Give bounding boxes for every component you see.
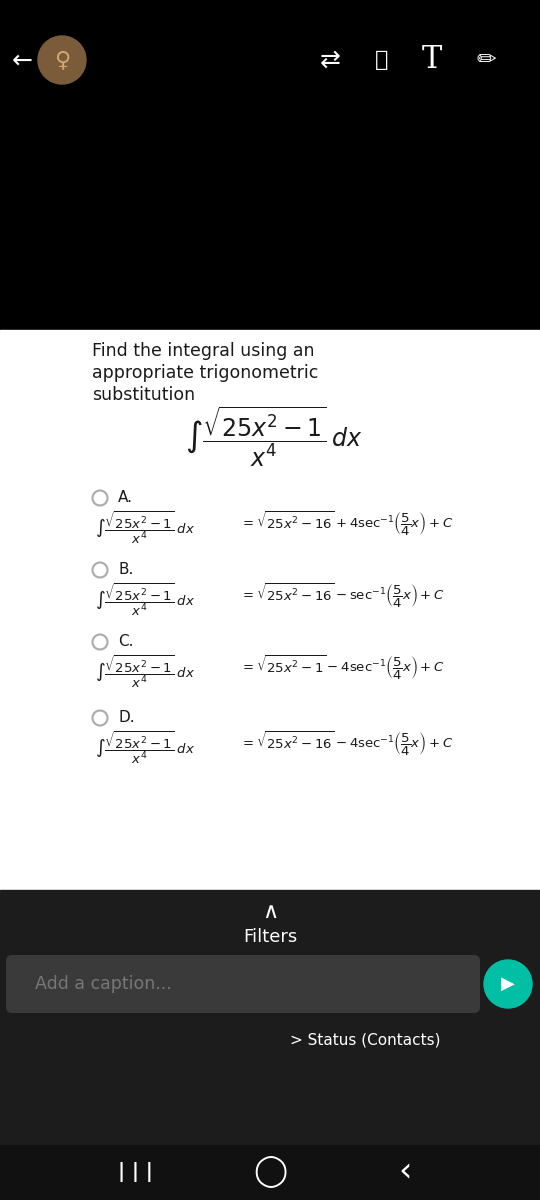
- Text: $\leftarrow$: $\leftarrow$: [7, 48, 33, 72]
- Text: ∧: ∧: [262, 902, 278, 922]
- FancyBboxPatch shape: [6, 955, 480, 1013]
- Text: Add a caption...: Add a caption...: [35, 974, 172, 994]
- Circle shape: [484, 960, 532, 1008]
- Text: A.: A.: [118, 490, 133, 505]
- Text: | | |: | | |: [118, 1162, 152, 1182]
- Text: appropriate trigonometric: appropriate trigonometric: [92, 364, 319, 382]
- Text: ▶: ▶: [501, 974, 515, 994]
- Text: $\int \dfrac{\sqrt{25x^2-1}}{x^4}\,dx$: $\int \dfrac{\sqrt{25x^2-1}}{x^4}\,dx$: [95, 654, 195, 690]
- Text: D.: D.: [118, 710, 134, 725]
- Bar: [0, 890, 540, 1200]
- Text: 🙂: 🙂: [375, 50, 389, 70]
- Text: $= \sqrt{25x^2-16} - \sec^{-1}\!\left(\dfrac{5}{4}x\right) + C$: $= \sqrt{25x^2-16} - \sec^{-1}\!\left(\d…: [240, 582, 445, 611]
- Text: ⇄: ⇄: [320, 48, 341, 72]
- Bar: [0, 110, 540, 330]
- Bar: [0, 330, 540, 890]
- Bar: [0, 1145, 540, 1200]
- Text: substitution: substitution: [92, 386, 195, 404]
- Text: ‹: ‹: [399, 1156, 411, 1188]
- Text: ◯: ◯: [253, 1156, 287, 1188]
- Bar: [0, 0, 540, 110]
- Text: Find the integral using an: Find the integral using an: [92, 342, 314, 360]
- Text: $= \sqrt{25x^2-16} - 4\sec^{-1}\!\left(\dfrac{5}{4}x\right) + C$: $= \sqrt{25x^2-16} - 4\sec^{-1}\!\left(\…: [240, 730, 453, 758]
- Text: Filters: Filters: [243, 928, 297, 946]
- Text: ♀: ♀: [54, 50, 70, 70]
- Text: $= \sqrt{25x^2-1} - 4\sec^{-1}\!\left(\dfrac{5}{4}x\right) + C$: $= \sqrt{25x^2-1} - 4\sec^{-1}\!\left(\d…: [240, 654, 445, 683]
- Text: $= \sqrt{25x^2-16} + 4\sec^{-1}\!\left(\dfrac{5}{4}x\right) + C$: $= \sqrt{25x^2-16} + 4\sec^{-1}\!\left(\…: [240, 510, 453, 539]
- Text: > Status (Contacts): > Status (Contacts): [289, 1032, 440, 1048]
- Text: C.: C.: [118, 634, 133, 649]
- Text: $\int \dfrac{\sqrt{25x^2-1}}{x^4}\,dx$: $\int \dfrac{\sqrt{25x^2-1}}{x^4}\,dx$: [95, 582, 195, 618]
- Text: $\int \dfrac{\sqrt{25x^2-1}}{x^4}\,dx$: $\int \dfrac{\sqrt{25x^2-1}}{x^4}\,dx$: [185, 404, 363, 469]
- Text: $\int \dfrac{\sqrt{25x^2-1}}{x^4}\,dx$: $\int \dfrac{\sqrt{25x^2-1}}{x^4}\,dx$: [95, 730, 195, 766]
- Circle shape: [38, 36, 86, 84]
- Text: B.: B.: [118, 562, 133, 577]
- Text: T: T: [422, 44, 442, 76]
- Text: $\int \dfrac{\sqrt{25x^2-1}}{x^4}\,dx$: $\int \dfrac{\sqrt{25x^2-1}}{x^4}\,dx$: [95, 510, 195, 546]
- Text: ✏: ✏: [476, 48, 496, 72]
